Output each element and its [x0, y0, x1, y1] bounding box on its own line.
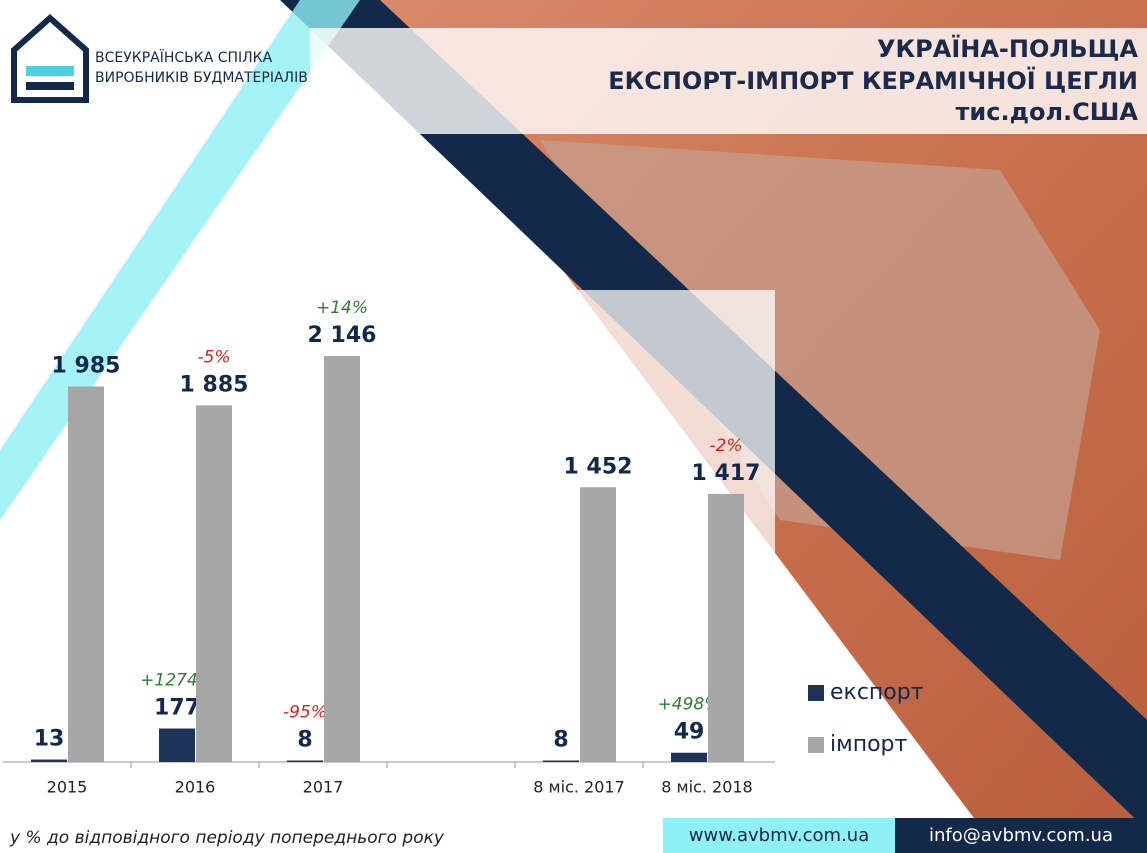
- legend-label: імпорт: [830, 732, 908, 757]
- value-label: 8: [553, 727, 568, 752]
- value-label: 2 146: [308, 323, 377, 348]
- logo-text: ВСЕУКРАЇНСЬКА СПІЛКА: [95, 48, 273, 66]
- change-label: +1274%: [140, 671, 214, 691]
- value-label: 8: [297, 727, 312, 752]
- value-label: 49: [674, 720, 705, 745]
- bar: [159, 728, 195, 762]
- website-box: [663, 818, 895, 853]
- value-label: 1 452: [564, 454, 633, 479]
- title-line: ЕКСПОРТ-ІМПОРТ КЕРАМІЧНОЇ ЦЕГЛИ: [608, 66, 1138, 95]
- value-label: 1 417: [692, 461, 761, 486]
- brick-block: [540, 140, 1100, 560]
- bar: [708, 493, 744, 762]
- plot-panel: [160, 290, 775, 760]
- bar: [324, 356, 360, 762]
- bar: [580, 487, 616, 762]
- change-label: +498%: [658, 695, 721, 715]
- x-tick-label: 2017: [303, 778, 344, 797]
- bar: [543, 760, 579, 762]
- value-label: 1 885: [180, 372, 249, 397]
- website[interactable]: www.avbmv.com.ua: [689, 825, 869, 846]
- value-label: 1 985: [52, 353, 121, 378]
- bar: [31, 759, 67, 762]
- logo-text: ВИРОБНИКІВ БУДМАТЕРІАЛІВ: [95, 70, 308, 86]
- bar: [68, 386, 104, 762]
- legend-swatch: [808, 685, 824, 701]
- title-line: тис.дол.США: [956, 98, 1139, 126]
- change-label: -2%: [709, 436, 742, 456]
- email-box: [895, 818, 1147, 853]
- title: УКРАЇНА-ПОЛЬЩА ЕКСПОРТ-ІМПОРТ КЕРАМІЧНОЇ…: [608, 34, 1138, 126]
- bar: [196, 405, 232, 762]
- footnote: у % до відповідного періоду попереднього…: [9, 828, 445, 848]
- legend-label: експорт: [830, 680, 924, 705]
- change-label: +14%: [316, 298, 368, 318]
- x-tick-label: 2015: [47, 778, 88, 797]
- x-tick-label: 2016: [175, 778, 216, 797]
- x-tick-label: 8 міс. 2018: [661, 778, 752, 797]
- bar: [287, 760, 323, 762]
- change-label: -5%: [197, 347, 230, 367]
- value-label: 177: [154, 696, 200, 721]
- x-tick-label: 8 міс. 2017: [533, 778, 624, 797]
- legend-swatch: [808, 737, 824, 753]
- logo-icon: [11, 13, 89, 103]
- email[interactable]: info@avbmv.com.ua: [929, 825, 1113, 846]
- change-label: -95%: [283, 702, 327, 722]
- value-label: 13: [34, 727, 65, 752]
- title-panel: [310, 28, 1147, 134]
- bar: [671, 752, 707, 762]
- title-line: УКРАЇНА-ПОЛЬЩА: [877, 34, 1138, 63]
